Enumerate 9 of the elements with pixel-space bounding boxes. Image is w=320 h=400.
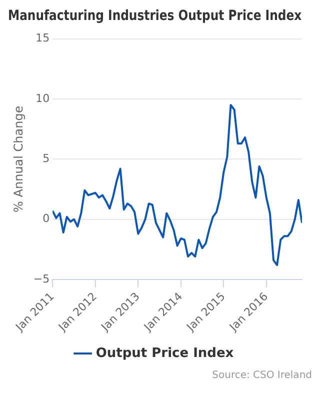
y-tick-label: 10: [36, 92, 50, 105]
y-tick-label: 5: [42, 152, 50, 165]
y-axis-title: % Annual Change: [11, 106, 26, 212]
legend-label: Output Price Index: [96, 346, 234, 361]
chart-title: Manufacturing Industries Output Price Index: [8, 8, 302, 24]
y-tick-label: 15: [36, 32, 50, 45]
y-tick-label: −5: [33, 272, 50, 286]
source-note: Source: CSO Ireland: [211, 370, 312, 381]
y-tick-label: 0: [42, 212, 50, 226]
